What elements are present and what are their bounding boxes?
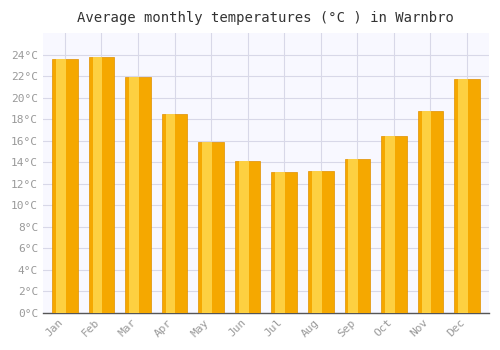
Bar: [418, 111, 443, 313]
Bar: [166, 114, 175, 313]
Bar: [422, 111, 432, 313]
Bar: [56, 59, 66, 313]
Bar: [308, 171, 334, 313]
Bar: [312, 171, 322, 313]
Title: Average monthly temperatures (°C ) in Warnbro: Average monthly temperatures (°C ) in Wa…: [78, 11, 454, 25]
Bar: [198, 142, 224, 313]
Bar: [348, 159, 358, 313]
Bar: [272, 172, 297, 313]
Bar: [276, 172, 285, 313]
Bar: [129, 77, 139, 313]
Bar: [125, 77, 151, 313]
Bar: [162, 114, 188, 313]
Bar: [52, 59, 78, 313]
Bar: [88, 57, 114, 313]
Bar: [381, 136, 406, 313]
Bar: [92, 57, 102, 313]
Bar: [454, 79, 480, 313]
Bar: [235, 161, 260, 313]
Bar: [385, 136, 395, 313]
Bar: [202, 142, 212, 313]
Bar: [344, 159, 370, 313]
Bar: [458, 79, 468, 313]
Bar: [239, 161, 248, 313]
